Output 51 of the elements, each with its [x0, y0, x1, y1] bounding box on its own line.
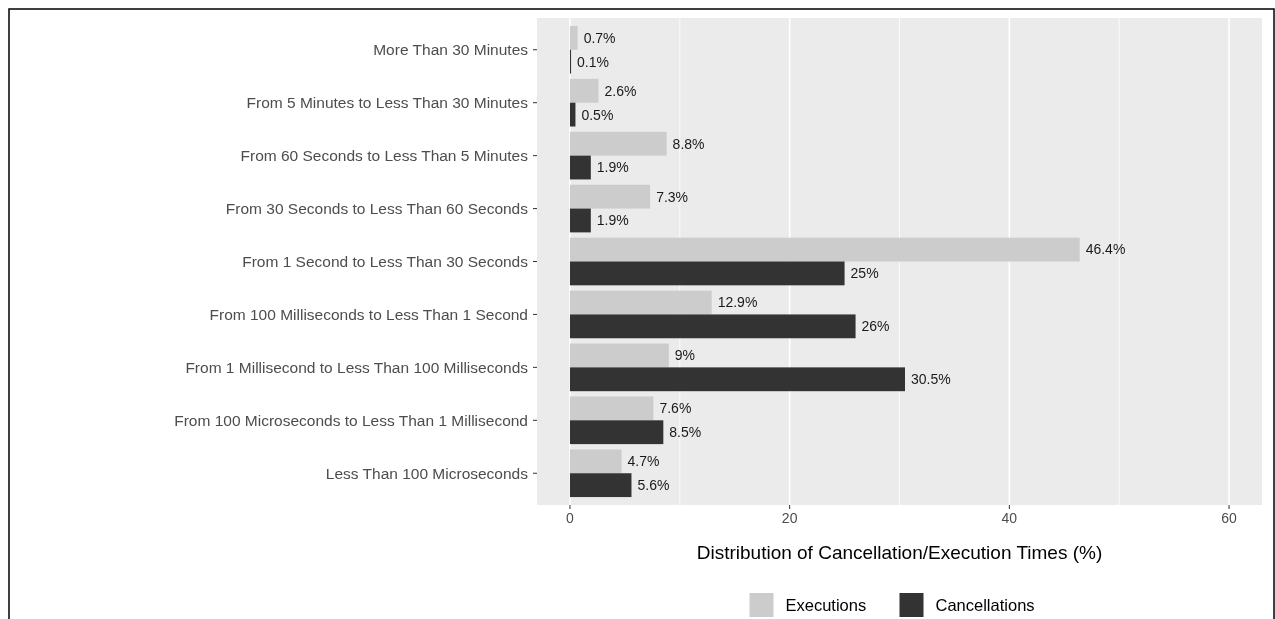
x-tick-label: 0 [566, 510, 575, 526]
data-label: 5.6% [637, 477, 670, 494]
bar [569, 261, 845, 286]
data-label: 1.9% [596, 212, 629, 229]
bar [569, 25, 578, 50]
bar [569, 184, 651, 209]
legend-label: Executions [785, 595, 867, 614]
y-tick-label: Less Than 100 Microseconds [325, 464, 529, 482]
bar [569, 314, 856, 339]
legend-label: Cancellations [935, 595, 1035, 614]
data-label: 8.8% [672, 135, 705, 152]
data-label: 8.5% [669, 424, 702, 441]
data-label: 46.4% [1085, 241, 1126, 258]
y-tick-label: From 60 Seconds to Less Than 5 Minutes [240, 147, 529, 165]
data-label: 0.5% [581, 106, 614, 123]
bar [569, 78, 599, 103]
data-label: 7.3% [656, 188, 689, 205]
data-label: 26% [861, 318, 890, 335]
x-tick-label: 60 [1221, 510, 1238, 526]
data-label: 4.7% [627, 453, 660, 470]
bar [569, 420, 664, 445]
x-tick-label: 40 [1001, 510, 1018, 526]
bar [569, 102, 576, 127]
bar [569, 131, 667, 156]
y-tick-label: From 5 Minutes to Less Than 30 Minutes [246, 94, 529, 112]
bar [569, 343, 669, 368]
data-label: 25% [850, 265, 879, 282]
bar [569, 396, 654, 421]
bar [569, 449, 622, 474]
y-tick-label: From 30 Seconds to Less Than 60 Seconds [225, 199, 529, 217]
x-axis-title: Distribution of Cancellation/Execution Times (%) [696, 542, 1103, 563]
data-label: 7.6% [659, 400, 692, 417]
data-label: 12.9% [717, 294, 758, 311]
data-label: 1.9% [596, 159, 629, 176]
y-tick-label: From 1 Millisecond to Less Than 100 Milliseconds [185, 358, 529, 376]
x-tick-label: 20 [781, 510, 798, 526]
data-label: 0.7% [583, 29, 616, 46]
y-tick-label: More Than 30 Minutes [373, 41, 529, 59]
data-label: 9% [674, 347, 696, 364]
bar [569, 237, 1080, 262]
bar [569, 367, 905, 392]
bar [569, 208, 591, 233]
y-tick-label: From 100 Microseconds to Less Than 1 Millisecond [174, 411, 528, 429]
data-label: 0.1% [577, 53, 609, 70]
bar [569, 473, 632, 498]
data-label: 30.5% [910, 371, 951, 388]
bar [569, 290, 712, 315]
y-tick-label: From 100 Milliseconds to Less Than 1 Second [209, 305, 528, 323]
bar [569, 155, 591, 180]
y-tick-label: From 1 Second to Less Than 30 Seconds [242, 252, 529, 270]
data-label: 2.6% [604, 82, 637, 99]
